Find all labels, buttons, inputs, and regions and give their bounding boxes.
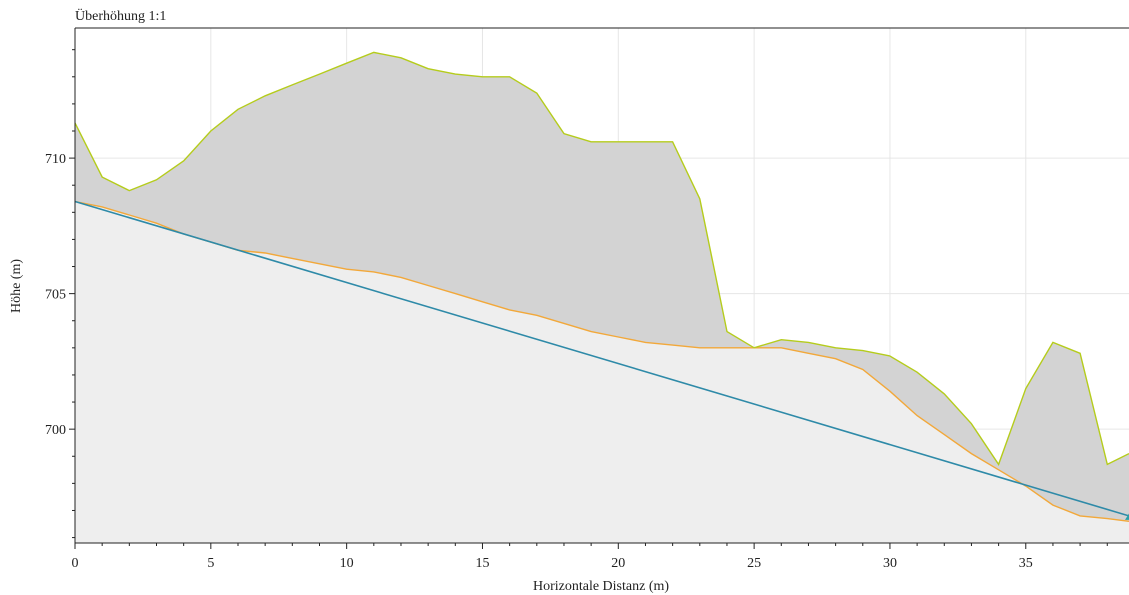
ground-area: [75, 201, 1129, 543]
areas: [75, 52, 1129, 543]
y-tick-label: 705: [45, 288, 66, 303]
x-tick-label: 15: [475, 556, 489, 571]
y-axis-label: Höhe (m): [9, 259, 24, 313]
axes: [69, 27, 1129, 549]
lines: [74, 51, 1129, 522]
x-tick-label: 25: [747, 556, 761, 571]
y-tick-label: 700: [45, 423, 66, 438]
x-axis-label: Horizontale Distanz (m): [533, 579, 669, 594]
straight-line: [74, 200, 1129, 517]
chart-title: Überhöhung 1:1: [75, 7, 166, 24]
tick-labels: 0 5 10 15 20 25 30 35 700 705 710: [45, 152, 1033, 571]
x-tick-label: 0: [72, 556, 79, 571]
x-tick-label: 30: [883, 556, 897, 571]
upper-profile-line: [74, 51, 1129, 466]
x-tick-label: 35: [1019, 556, 1033, 571]
band-area: [75, 52, 1129, 522]
x-tick-label: 10: [340, 556, 354, 571]
lower-profile-line: [74, 200, 1129, 522]
y-tick-label: 710: [45, 152, 66, 167]
x-tick-label: 5: [207, 556, 214, 571]
x-tick-label: 20: [611, 556, 625, 571]
end-marker: [1125, 513, 1129, 520]
